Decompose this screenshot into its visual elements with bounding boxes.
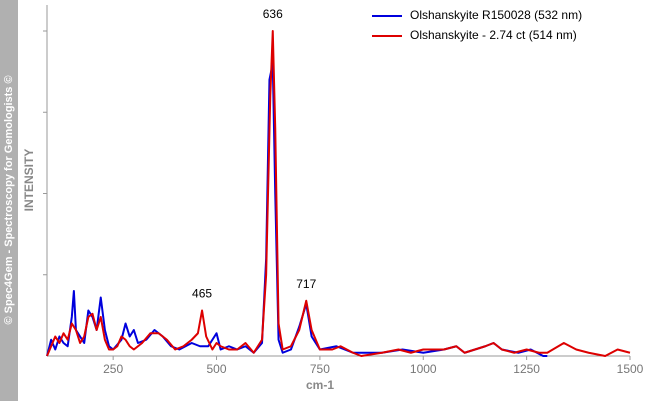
x-tick-label: 250 bbox=[103, 362, 123, 376]
x-tick-label: 1250 bbox=[513, 362, 540, 376]
peak-annotation: 465 bbox=[192, 287, 212, 301]
peak-annotation: 636 bbox=[263, 7, 283, 21]
x-tick-label: 1500 bbox=[617, 362, 644, 376]
series-line bbox=[46, 62, 548, 357]
watermark-band bbox=[0, 0, 18, 401]
y-axis-label: INTENSITY bbox=[22, 149, 36, 212]
x-axis-label: cm-1 bbox=[306, 378, 334, 392]
watermark: © Spec4Gem - Spectroscopy for Gemologist… bbox=[3, 75, 15, 324]
x-tick-label: 500 bbox=[207, 362, 227, 376]
legend-label: Olshanskyite - 2.74 ct (514 nm) bbox=[410, 28, 577, 42]
x-tick-label: 750 bbox=[310, 362, 330, 376]
series-line bbox=[46, 30, 631, 357]
legend-label: Olshanskyite R150028 (532 nm) bbox=[410, 8, 582, 22]
x-tick-label: 1000 bbox=[410, 362, 437, 376]
peak-annotation: 717 bbox=[296, 277, 316, 291]
